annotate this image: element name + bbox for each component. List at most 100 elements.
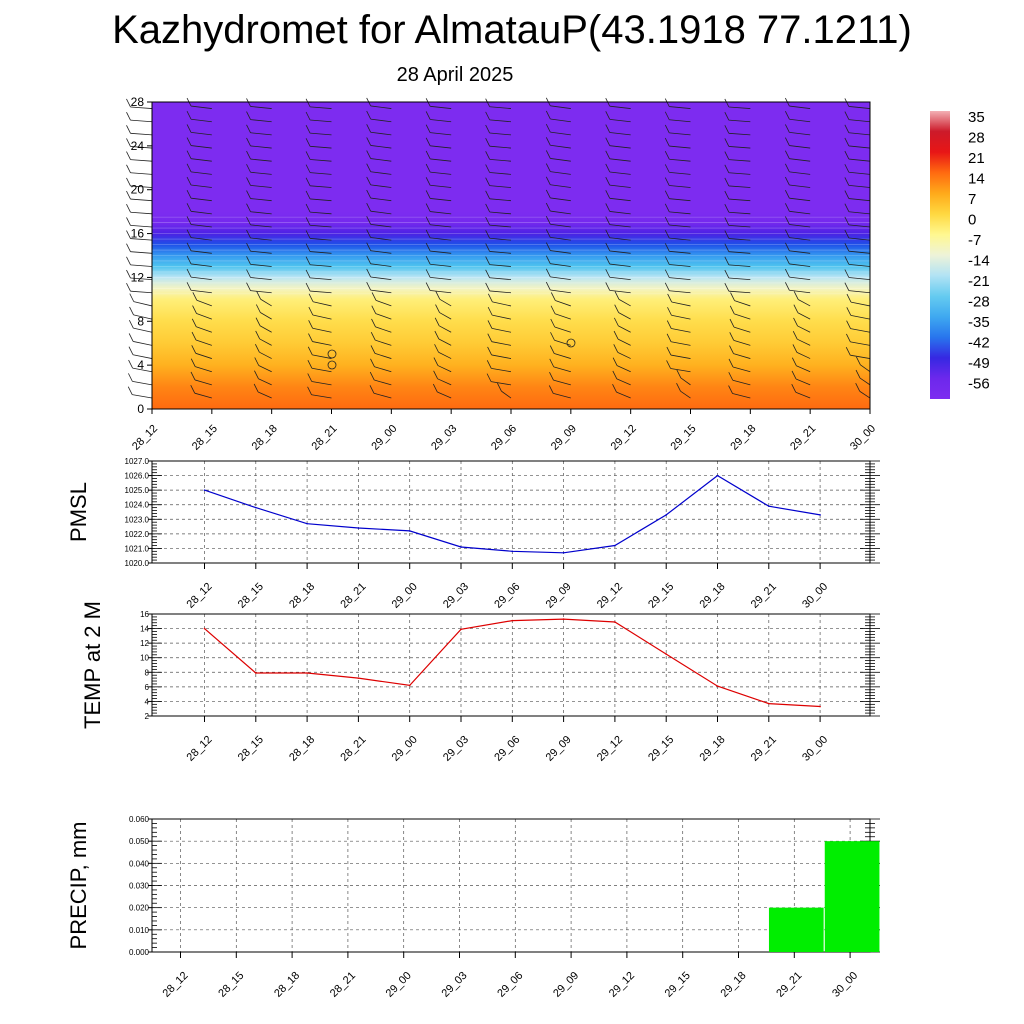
wind-barb <box>728 132 751 136</box>
y-tick-label: 0.040 <box>129 859 150 868</box>
wind-barb-flag <box>255 317 261 326</box>
wind-barb <box>797 325 811 333</box>
wind-barb-flag <box>425 282 431 291</box>
wind-barb <box>550 236 571 241</box>
wind-barb-flag <box>485 269 491 278</box>
wind-barb <box>789 289 811 294</box>
wind-barb <box>789 171 811 175</box>
wind-barb-flag <box>126 190 131 200</box>
pmsl-chart: 1020.0 1021.0 1022.0 1023.0 1024.0 1025.0 1026… <box>66 457 880 611</box>
wind-barb-flag <box>844 164 850 173</box>
y-tick-label: 12 <box>131 270 145 284</box>
wind-barb <box>438 338 452 346</box>
wind-barb <box>492 301 512 307</box>
wind-barb-flag <box>614 304 620 313</box>
wind-barb-flag <box>545 189 551 199</box>
wind-barb-flag <box>664 177 670 186</box>
data-point <box>511 550 514 553</box>
wind-barb-flag <box>545 242 551 251</box>
wind-barb-flag <box>246 177 251 186</box>
wind-barb <box>728 277 751 281</box>
wind-barb-flag <box>785 203 790 212</box>
y-tick-label: 14 <box>140 625 149 634</box>
wind-barb-flag <box>792 330 798 340</box>
wind-barb-flag <box>255 344 260 353</box>
wind-barb-flag <box>664 124 670 134</box>
wind-barb-flag <box>728 385 733 394</box>
wind-barb-flag <box>545 123 551 133</box>
temperature-heatmap: 0 4 8 12 16 20 24 28 28_12 28_15 28_18 28_21 29_00 29… <box>126 95 878 453</box>
wind-barb <box>430 145 452 149</box>
colorbar-label: 14 <box>968 171 985 188</box>
wind-barb <box>370 276 392 281</box>
wind-barb <box>130 159 153 162</box>
wind-barb-flag <box>186 189 192 199</box>
wind-barb-flag <box>613 344 619 353</box>
x-tick-label: 29_18 <box>719 970 749 1000</box>
wind-barb-flag <box>186 282 192 291</box>
wind-barb-flag <box>550 292 556 301</box>
colorbar-label: -56 <box>968 376 990 393</box>
x-tick-label: 30_00 <box>830 970 860 1000</box>
wind-barb <box>130 172 153 175</box>
wind-barb-flag <box>369 371 375 381</box>
data-point <box>357 677 360 679</box>
wind-barb-flag <box>724 98 730 108</box>
wind-barb <box>310 277 332 281</box>
wind-barb <box>310 198 332 202</box>
wind-barb-flag <box>129 293 135 302</box>
wind-barb <box>789 250 811 254</box>
wind-barb-flag <box>545 137 551 146</box>
wind-barb <box>797 312 811 320</box>
wind-barb-flag <box>255 330 261 340</box>
wind-barb-flag <box>371 305 377 314</box>
wind-barb-flag <box>785 176 790 186</box>
wind-barb <box>196 326 212 333</box>
y-tick-label: 1023.0 <box>125 515 150 524</box>
wind-barb <box>430 276 452 281</box>
wind-barb <box>550 171 571 175</box>
wind-barb-flag <box>487 333 493 342</box>
wind-barb-flag <box>545 150 551 159</box>
wind-barb-flag <box>545 281 551 291</box>
wind-barb <box>194 379 212 386</box>
wind-barb-flag <box>785 229 790 238</box>
data-point <box>665 514 667 516</box>
wind-barb-flag <box>548 385 554 394</box>
wind-barb <box>669 250 691 254</box>
wind-barb-flag <box>664 98 670 107</box>
wind-barb-flag <box>186 163 192 173</box>
wind-barb-flag <box>186 229 192 238</box>
wind-barb <box>609 118 631 123</box>
wind-barb <box>859 390 871 399</box>
data-point <box>203 489 206 491</box>
wind-barb <box>310 251 332 254</box>
wind-barb-flag <box>724 177 730 187</box>
wind-barb <box>375 313 392 320</box>
wind-barb <box>848 224 871 228</box>
wind-barb <box>609 145 631 149</box>
wind-barb <box>789 263 811 267</box>
wind-barb-flag <box>486 360 492 369</box>
wind-barb-flag <box>190 358 196 367</box>
wind-barb <box>550 210 571 215</box>
wind-barb <box>133 327 153 333</box>
wind-barb-flag <box>305 164 311 173</box>
wind-barb <box>311 381 332 386</box>
x-tick-label: 28_21 <box>338 581 368 611</box>
data-point <box>768 505 770 507</box>
wind-barb-flag <box>496 382 502 392</box>
wind-barb-flag <box>425 163 431 173</box>
wind-barb <box>671 341 691 346</box>
chart-subtitle: 28 April 2025 <box>396 64 514 86</box>
wind-barb <box>728 198 751 202</box>
wind-barb-flag <box>667 293 673 303</box>
wind-barb-flag <box>485 151 491 160</box>
wind-barb <box>860 364 871 373</box>
wind-barb <box>190 171 212 175</box>
wind-barb <box>609 237 631 241</box>
wind-barb <box>728 172 751 175</box>
wind-barb-flag <box>256 291 262 300</box>
wind-barb <box>132 354 153 359</box>
wind-barb <box>491 341 512 346</box>
